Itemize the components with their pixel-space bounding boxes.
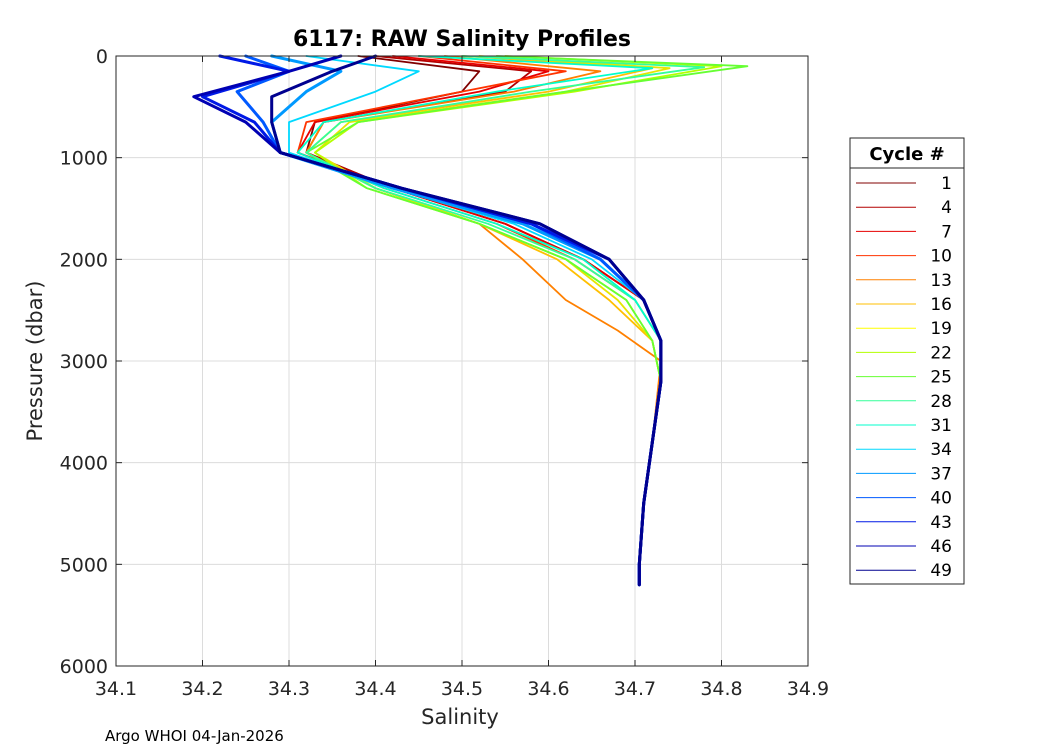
legend-label-cycle-1: 1 <box>941 174 952 194</box>
x-tick-label: 34.2 <box>181 678 223 700</box>
legend-label-cycle-7: 7 <box>941 222 952 242</box>
x-tick-label: 34.8 <box>700 678 742 700</box>
legend-label-cycle-37: 37 <box>930 464 952 484</box>
y-tick-label: 4000 <box>60 453 108 475</box>
profile-lines <box>192 54 749 587</box>
legend-label-cycle-16: 16 <box>930 295 952 315</box>
y-tick-label: 3000 <box>60 351 108 373</box>
legend-label-cycle-19: 19 <box>930 319 952 339</box>
legend-entries: 1 4 7 10 13 16 19 22 25 28 31 34 37 40 43 46 49 <box>856 174 952 581</box>
legend-title: Cycle # <box>869 144 944 165</box>
legend-label-cycle-25: 25 <box>930 368 952 388</box>
profile-line-cycle-49 <box>270 54 663 587</box>
legend-label-cycle-49: 49 <box>930 561 952 581</box>
y-tick-label: 6000 <box>60 656 108 678</box>
y-tick-label: 2000 <box>60 249 108 271</box>
x-tick-label: 34.6 <box>527 678 569 700</box>
x-tick-label: 34.5 <box>441 678 483 700</box>
x-tick-label: 34.7 <box>614 678 656 700</box>
y-axis-ticks: 0 1000 2000 3000 4000 5000 6000 <box>60 46 808 678</box>
legend-label-cycle-31: 31 <box>930 416 952 436</box>
legend-label-cycle-10: 10 <box>930 247 952 267</box>
legend-label-cycle-34: 34 <box>930 440 952 460</box>
x-axis-label: Salinity <box>421 705 499 729</box>
legend-label-cycle-22: 22 <box>930 343 952 363</box>
x-tick-label: 34.9 <box>787 678 829 700</box>
legend-label-cycle-46: 46 <box>930 537 952 557</box>
x-tick-label: 34.1 <box>95 678 137 700</box>
y-tick-label: 1000 <box>60 148 108 170</box>
legend-box <box>849 137 965 585</box>
legend-label-cycle-28: 28 <box>930 392 952 412</box>
footer-credit: Argo WHOI 04-Jan-2026 <box>105 727 284 745</box>
x-axis-ticks: 34.1 34.2 34.3 34.4 34.5 34.6 34.7 34.8 34.9 <box>95 56 829 700</box>
chart-title: 6117: RAW Salinity Profiles <box>293 27 631 52</box>
y-axis-label: Pressure (dbar) <box>23 281 47 442</box>
legend-label-cycle-40: 40 <box>930 489 952 509</box>
legend: Cycle # 1 4 7 10 13 16 19 22 25 28 31 34 37 40 43 46 49 <box>849 137 965 585</box>
legend-label-cycle-43: 43 <box>930 513 952 533</box>
y-tick-label: 0 <box>96 46 108 68</box>
legend-label-cycle-4: 4 <box>941 198 952 218</box>
x-tick-label: 34.4 <box>354 678 396 700</box>
y-tick-label: 5000 <box>60 554 108 576</box>
x-tick-label: 34.3 <box>268 678 310 700</box>
legend-label-cycle-13: 13 <box>930 271 952 291</box>
